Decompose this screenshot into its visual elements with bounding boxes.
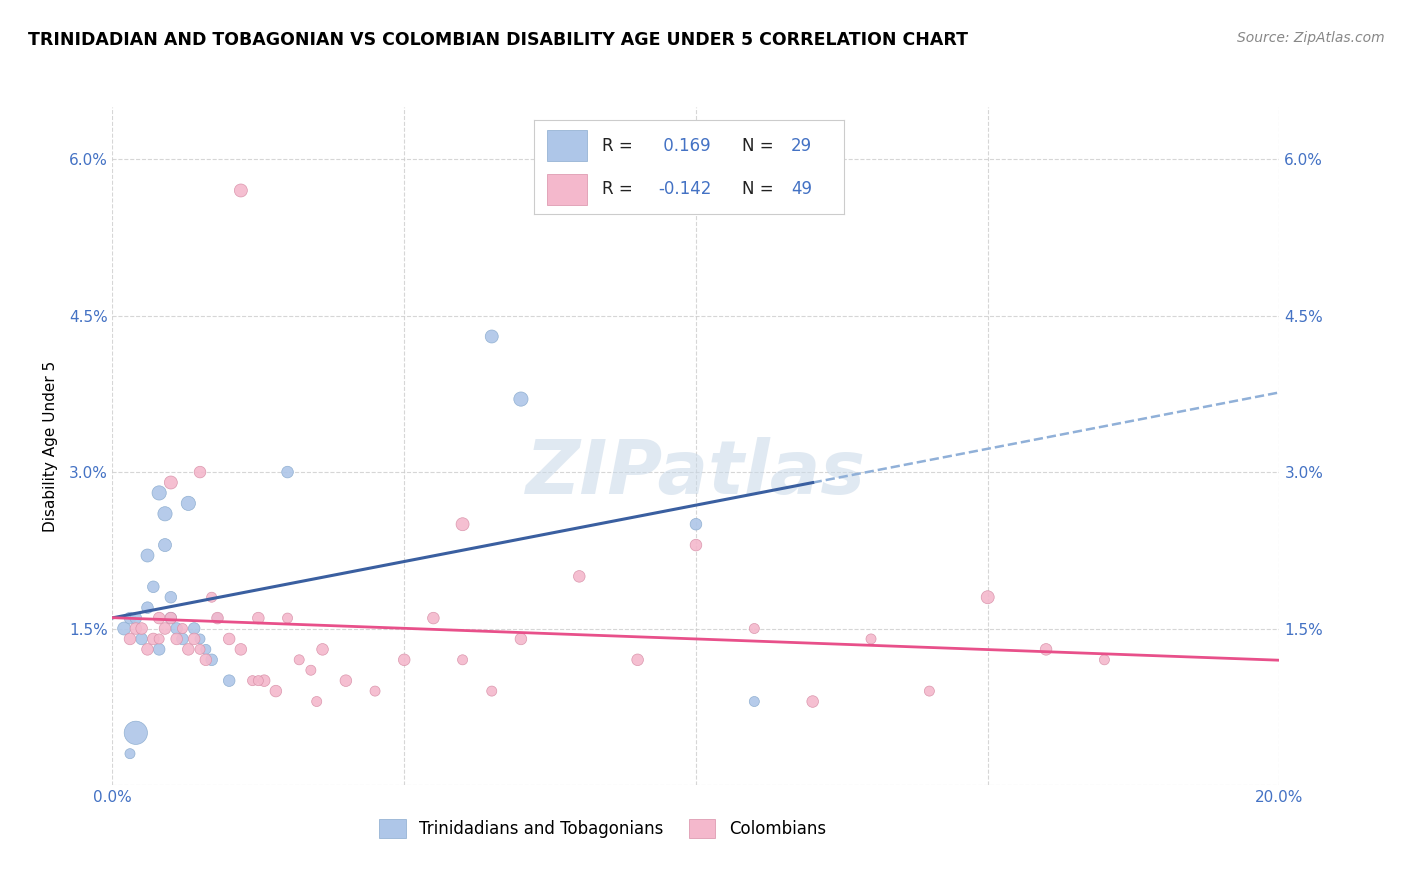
Point — [160, 611, 183, 625]
Y-axis label: Disability Age Under 5: Disability Age Under 5 — [42, 360, 58, 532]
Point — [207, 611, 229, 625]
Point — [148, 632, 170, 646]
Point — [118, 747, 141, 761]
Point — [247, 673, 270, 688]
Point — [194, 653, 217, 667]
Point — [918, 684, 941, 698]
Point — [166, 622, 188, 636]
Point — [481, 329, 503, 343]
Point — [627, 653, 650, 667]
Point — [394, 653, 416, 667]
Point — [142, 632, 165, 646]
Point — [422, 611, 444, 625]
Point — [276, 465, 298, 479]
FancyBboxPatch shape — [547, 129, 586, 161]
Point — [364, 684, 387, 698]
Point — [153, 622, 176, 636]
Point — [172, 632, 194, 646]
Point — [166, 632, 188, 646]
Point — [860, 632, 883, 646]
Point — [451, 653, 474, 667]
Point — [509, 632, 531, 646]
Point — [264, 684, 287, 698]
Point — [188, 642, 211, 657]
Point — [136, 642, 159, 657]
Point — [188, 465, 211, 479]
Point — [148, 642, 170, 657]
Point — [1094, 653, 1116, 667]
Point — [451, 517, 474, 532]
Point — [148, 486, 170, 500]
Point — [742, 694, 765, 708]
Point — [131, 622, 153, 636]
Point — [1035, 642, 1057, 657]
Point — [131, 632, 153, 646]
Text: -0.142: -0.142 — [658, 180, 711, 198]
Point — [288, 653, 311, 667]
Point — [125, 726, 148, 740]
Point — [311, 642, 333, 657]
Point — [685, 538, 707, 552]
Point — [509, 392, 531, 406]
Point — [160, 475, 183, 490]
FancyBboxPatch shape — [547, 174, 586, 205]
Point — [685, 517, 707, 532]
Point — [276, 611, 298, 625]
Text: 29: 29 — [792, 136, 813, 154]
Point — [247, 611, 270, 625]
Point — [207, 611, 229, 625]
Text: R =: R = — [602, 180, 638, 198]
Point — [201, 591, 224, 605]
Point — [299, 663, 322, 677]
Point — [194, 642, 217, 657]
Point — [118, 611, 141, 625]
Point — [253, 673, 276, 688]
Text: ZIPatlas: ZIPatlas — [526, 436, 866, 509]
Point — [801, 694, 824, 708]
Point — [218, 673, 240, 688]
Point — [125, 622, 148, 636]
Point — [172, 622, 194, 636]
Point — [153, 538, 176, 552]
Point — [177, 496, 200, 510]
Point — [305, 694, 328, 708]
Point — [218, 632, 240, 646]
Text: TRINIDADIAN AND TOBAGONIAN VS COLOMBIAN DISABILITY AGE UNDER 5 CORRELATION CHART: TRINIDADIAN AND TOBAGONIAN VS COLOMBIAN … — [28, 31, 969, 49]
Point — [742, 622, 765, 636]
Point — [201, 653, 224, 667]
Text: R =: R = — [602, 136, 638, 154]
Point — [183, 632, 205, 646]
Point — [183, 622, 205, 636]
Point — [160, 591, 183, 605]
Point — [136, 549, 159, 563]
Point — [148, 611, 170, 625]
Point — [125, 611, 148, 625]
Legend: Trinidadians and Tobagonians, Colombians: Trinidadians and Tobagonians, Colombians — [373, 812, 832, 845]
Point — [142, 580, 165, 594]
Text: Source: ZipAtlas.com: Source: ZipAtlas.com — [1237, 31, 1385, 45]
Text: N =: N = — [741, 180, 779, 198]
Text: 0.169: 0.169 — [658, 136, 710, 154]
Point — [568, 569, 591, 583]
Point — [481, 684, 503, 698]
Point — [112, 622, 135, 636]
Point — [160, 611, 183, 625]
Point — [153, 507, 176, 521]
Point — [177, 642, 200, 657]
Point — [136, 600, 159, 615]
Point — [335, 673, 357, 688]
Point — [976, 591, 998, 605]
Point — [188, 632, 211, 646]
Point — [229, 184, 252, 198]
Point — [242, 673, 264, 688]
Text: N =: N = — [741, 136, 779, 154]
Point — [118, 632, 141, 646]
Text: 49: 49 — [792, 180, 813, 198]
Point — [229, 642, 252, 657]
